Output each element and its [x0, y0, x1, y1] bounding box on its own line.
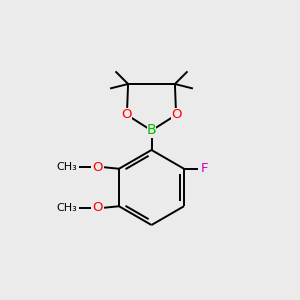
Text: CH₃: CH₃ — [57, 162, 77, 172]
Text: O: O — [92, 201, 103, 214]
Text: O: O — [92, 161, 103, 174]
Text: CH₃: CH₃ — [57, 203, 77, 213]
Text: O: O — [122, 108, 132, 122]
Text: O: O — [171, 108, 181, 122]
Text: B: B — [147, 124, 156, 137]
Text: F: F — [201, 162, 208, 175]
